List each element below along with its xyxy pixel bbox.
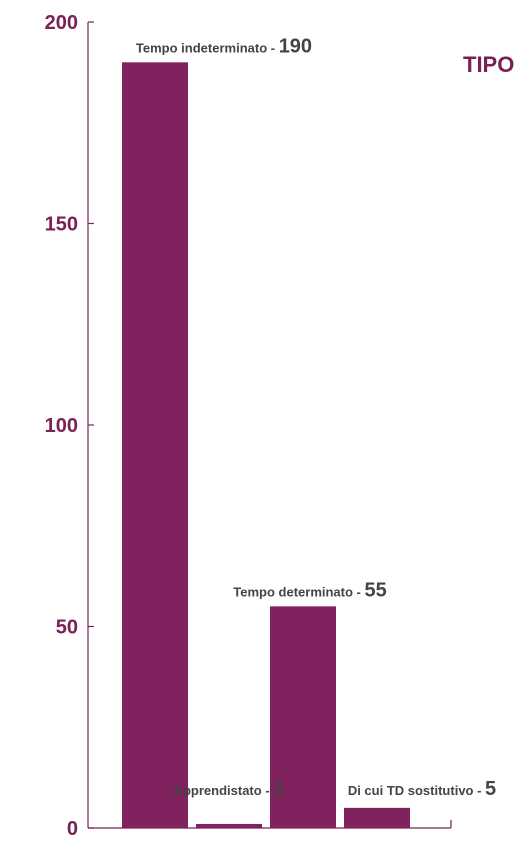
data-label-value: 55 [364, 579, 386, 601]
data-label-category: Apprendistato - [174, 783, 274, 798]
data-label-category: Tempo indeterminato - [136, 40, 279, 55]
y-tick-label: 150 [45, 214, 78, 236]
data-label-value: 1 [273, 778, 284, 800]
y-tick-label: 0 [67, 818, 78, 840]
data-label-category: Di cui TD sostitutivo - [348, 783, 485, 798]
data-label: Tempo indeterminato - 190 [136, 35, 312, 57]
data-label: Apprendistato - 1 [174, 778, 285, 800]
y-tick-label: 200 [45, 12, 78, 34]
data-label-category: Tempo determinato - [233, 584, 364, 599]
bar [196, 823, 262, 828]
bar [122, 62, 188, 829]
bar [270, 606, 336, 828]
data-labels: Tempo indeterminato - 190 Apprendistato -… [136, 35, 496, 800]
data-label-value: 190 [279, 35, 312, 57]
data-label: Tempo determinato - 55 [233, 579, 386, 601]
data-label-value: 5 [485, 778, 496, 800]
bar [344, 807, 410, 828]
y-tick-label: 50 [56, 617, 78, 639]
y-tick-label: 100 [45, 415, 78, 437]
data-label: Di cui TD sostitutivo - 5 [348, 778, 496, 800]
y-axis-ticks: 0 50 100 150 200 [45, 12, 94, 840]
bars [122, 62, 410, 829]
chart-title: TIPO [463, 52, 514, 77]
